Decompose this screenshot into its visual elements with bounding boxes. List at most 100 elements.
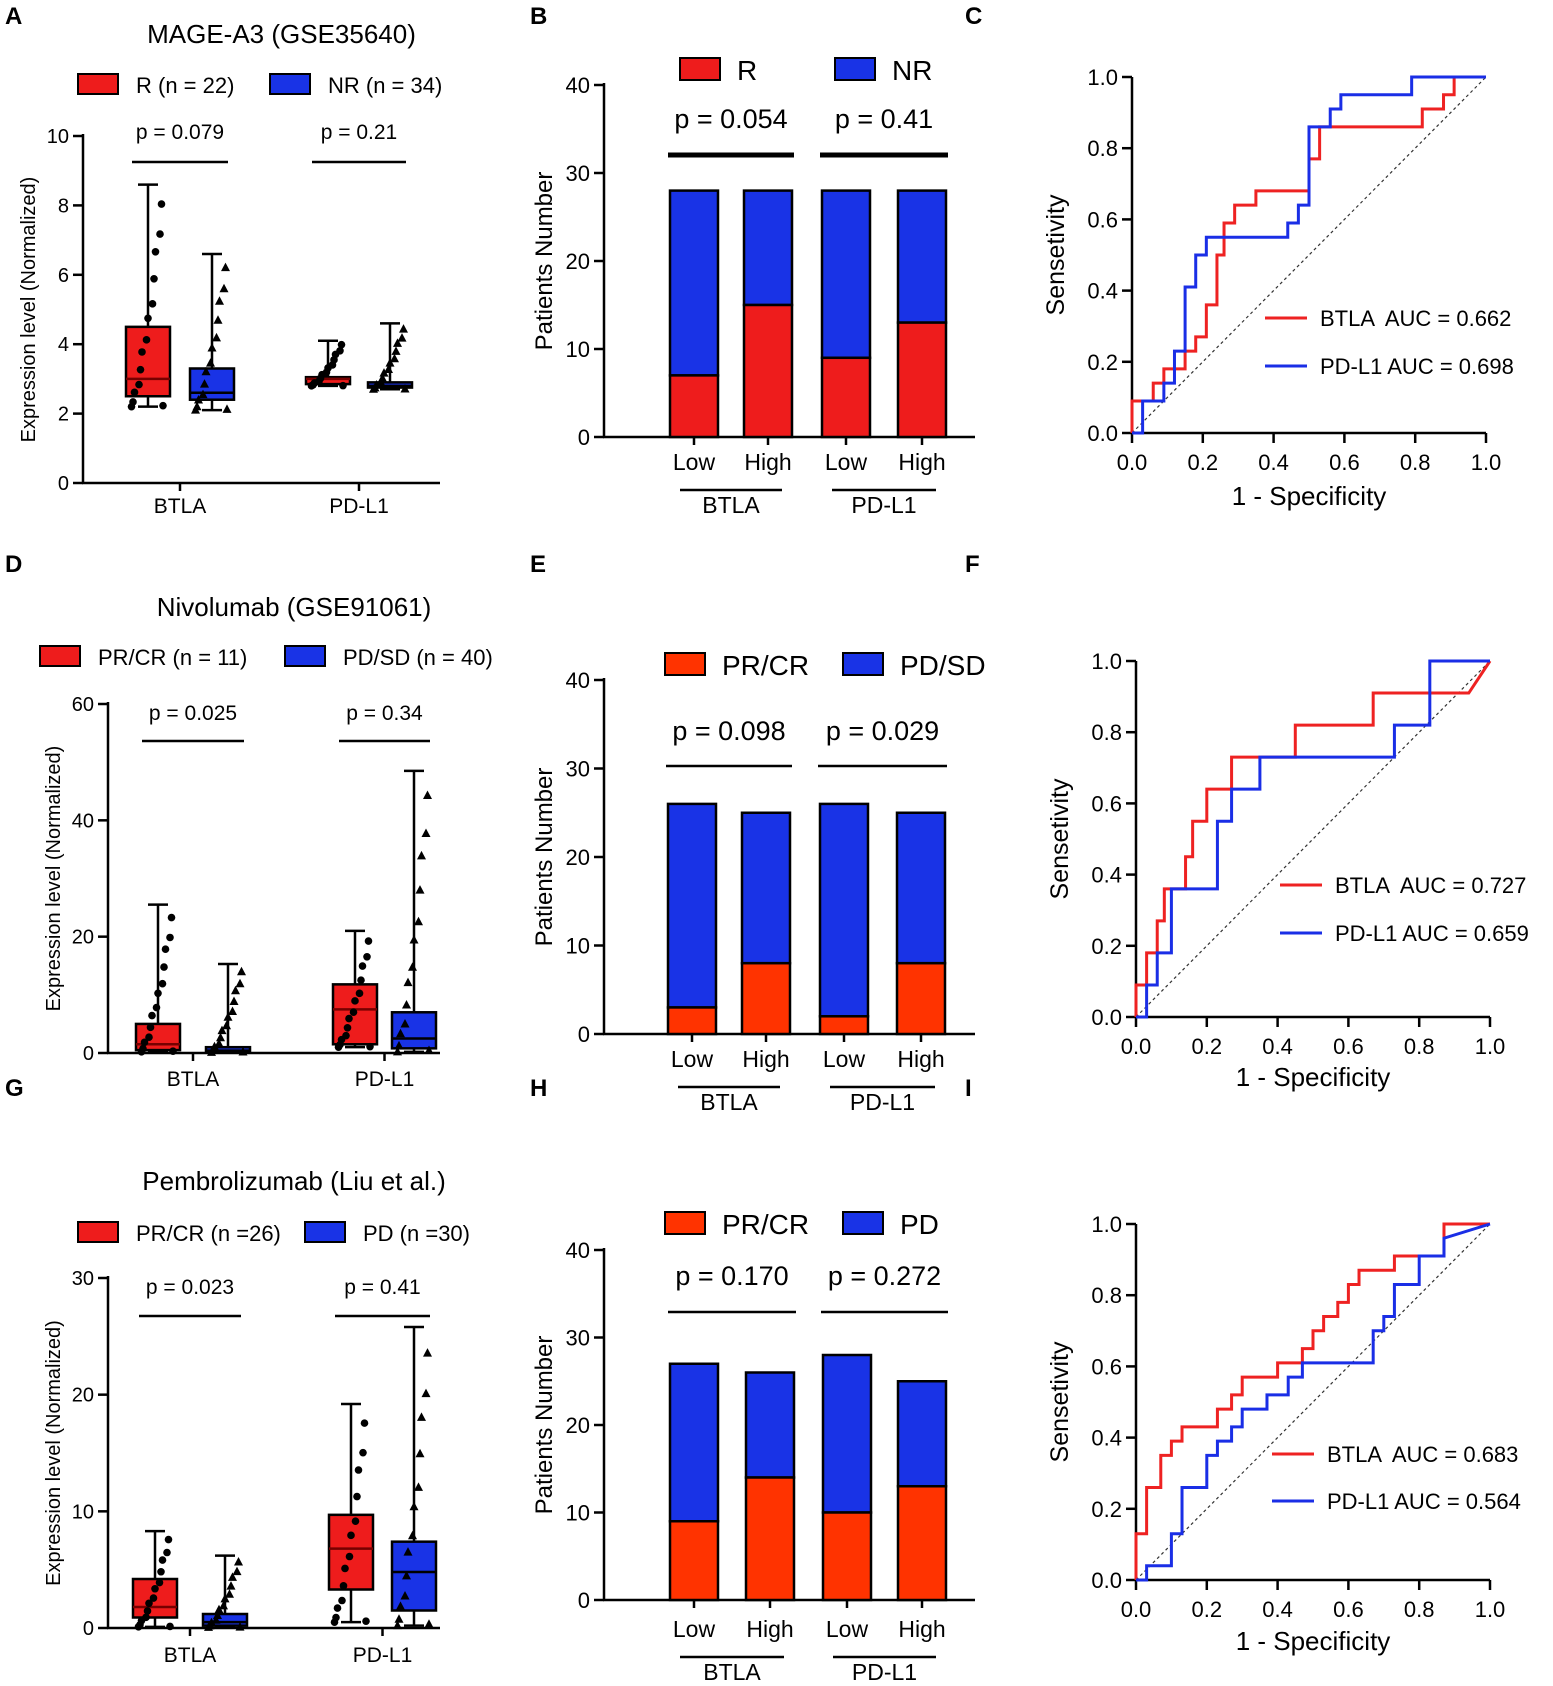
y-tick-label: 2 (58, 404, 69, 426)
data-point-circle (343, 1024, 352, 1032)
data-point-circle (337, 1035, 346, 1044)
data-point-triangle (228, 1006, 237, 1015)
data-point-circle (169, 1047, 177, 1055)
y-tick-label: 20 (566, 845, 590, 870)
data-point-circle (158, 979, 167, 988)
data-point-triangle (408, 1530, 417, 1540)
legend-label-0: PR/CR (722, 650, 809, 681)
panel-letter-H: H (530, 1075, 547, 1102)
data-point-circle (148, 1011, 156, 1020)
data-point-triangle (237, 966, 246, 976)
data-point-circle (140, 1038, 149, 1047)
y-tick-label: 10 (72, 1501, 94, 1523)
category-label: High (746, 1616, 793, 1642)
data-point-circle (360, 1419, 369, 1427)
data-point-triangle (223, 1012, 233, 1021)
y-tick-label: 0.0 (1087, 421, 1118, 446)
data-point-circle (337, 340, 346, 349)
legend-swatch-0 (39, 645, 81, 667)
data-point-triangle (200, 379, 209, 388)
category-label: High (897, 1046, 944, 1072)
data-point-triangle (397, 333, 407, 342)
x-tick-label: 1.0 (1475, 1034, 1506, 1059)
roc-line-PD-L1 (1136, 659, 1490, 1019)
data-point-circle (166, 933, 174, 942)
y-tick-label: 1.0 (1091, 649, 1122, 674)
data-point-triangle (396, 1601, 405, 1610)
data-point-circle (156, 230, 164, 238)
category-label: PD-L1 (355, 1068, 415, 1091)
legend-swatch-0 (664, 652, 706, 676)
bar-PD-1 (744, 1371, 796, 1479)
data-point-circle (331, 350, 340, 359)
y-tick-label: 6 (58, 265, 69, 287)
legend-label-PD-L1: PD-L1 AUC = 0.659 (1335, 921, 1529, 946)
y-axis-label: Sensetivity (1042, 194, 1070, 315)
data-point-triangle (400, 384, 410, 393)
data-point-triangle (421, 828, 431, 838)
y-tick-label: 0.4 (1087, 279, 1118, 304)
box-BTLA-PD (201, 1612, 249, 1627)
p-value-label: p = 0.41 (835, 104, 933, 134)
legend-swatch-0 (664, 1211, 706, 1235)
y-tick-label: 40 (566, 1238, 590, 1263)
data-point-circle (137, 1616, 146, 1625)
data-point-triangle (393, 338, 402, 347)
data-point-circle (142, 336, 151, 344)
data-point-circle (130, 388, 139, 397)
data-point-circle (148, 300, 157, 308)
data-point-circle (167, 913, 176, 922)
data-point-triangle (385, 358, 395, 367)
data-point-circle (151, 1584, 159, 1593)
category-label: High (898, 449, 945, 475)
data-point-circle (333, 1604, 342, 1612)
bar-PR/CR-2 (818, 1015, 870, 1036)
data-point-triangle (409, 935, 419, 944)
data-point-triangle (415, 1448, 425, 1458)
data-point-circle (149, 1594, 158, 1602)
data-point-circle (341, 1564, 349, 1573)
x-tick-label: 0.0 (1121, 1034, 1152, 1059)
data-point-triangle (417, 850, 426, 860)
y-tick-label: 0 (83, 1043, 94, 1065)
y-tick-label: 20 (566, 249, 590, 274)
bar-PD/SD-1 (740, 811, 792, 965)
data-point-triangle (424, 1045, 434, 1055)
y-tick-label: 0.4 (1091, 1426, 1122, 1451)
y-axis-label: Patients Number (531, 172, 558, 351)
data-point-circle (145, 1599, 153, 1608)
x-tick-label: 0.0 (1121, 1597, 1152, 1622)
data-point-triangle (396, 1028, 405, 1038)
data-point-circle (161, 945, 170, 953)
legend-label-0: R (n = 22) (136, 73, 234, 98)
data-point-triangle (417, 1412, 426, 1421)
data-point-triangle (192, 401, 202, 411)
y-tick-label: 0 (58, 473, 69, 495)
data-point-triangle (219, 283, 229, 293)
x-axis-label: 1 - Specificity (1236, 1062, 1391, 1092)
x-axis-label: 1 - Specificity (1236, 1626, 1391, 1656)
box-PD-L1-PR/CR (327, 1513, 375, 1591)
data-point-circle (338, 1596, 346, 1605)
data-point-circle (357, 976, 365, 985)
y-tick-label: 10 (566, 934, 590, 959)
data-point-triangle (402, 1000, 411, 1009)
data-point-triangle (214, 1604, 224, 1614)
x-tick-label: 0.4 (1262, 1034, 1293, 1059)
data-point-circle (347, 1531, 355, 1540)
data-point-triangle (394, 1614, 404, 1623)
data-point-circle (362, 1617, 370, 1625)
chart-title: Pembrolizumab (Liu et al.) (142, 1166, 445, 1196)
data-point-triangle (394, 1040, 404, 1050)
x-tick-label: 0.2 (1188, 450, 1219, 475)
data-point-triangle (234, 1556, 243, 1566)
p-value-label: p = 0.029 (826, 716, 939, 746)
data-point-triangle (414, 916, 423, 926)
legend-label-0: PR/CR (n = 11) (98, 645, 247, 670)
y-tick-label: 8 (58, 195, 69, 217)
bar-PR/CR-1 (740, 961, 792, 1036)
x-tick-label: 0.6 (1333, 1034, 1364, 1059)
group-label: BTLA (702, 492, 760, 518)
data-point-circle (145, 1033, 153, 1042)
legend-label-1: NR (892, 55, 932, 86)
